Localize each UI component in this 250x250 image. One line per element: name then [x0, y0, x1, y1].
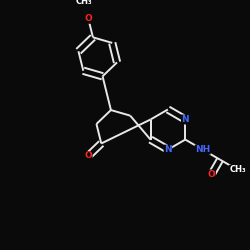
Text: O: O	[84, 152, 92, 160]
Text: CH₃: CH₃	[76, 0, 92, 6]
Text: O: O	[84, 14, 92, 23]
Text: N: N	[164, 145, 172, 154]
Text: O: O	[208, 170, 216, 179]
Text: N: N	[182, 115, 189, 124]
Text: CH₃: CH₃	[229, 165, 246, 174]
Text: NH: NH	[195, 145, 210, 154]
